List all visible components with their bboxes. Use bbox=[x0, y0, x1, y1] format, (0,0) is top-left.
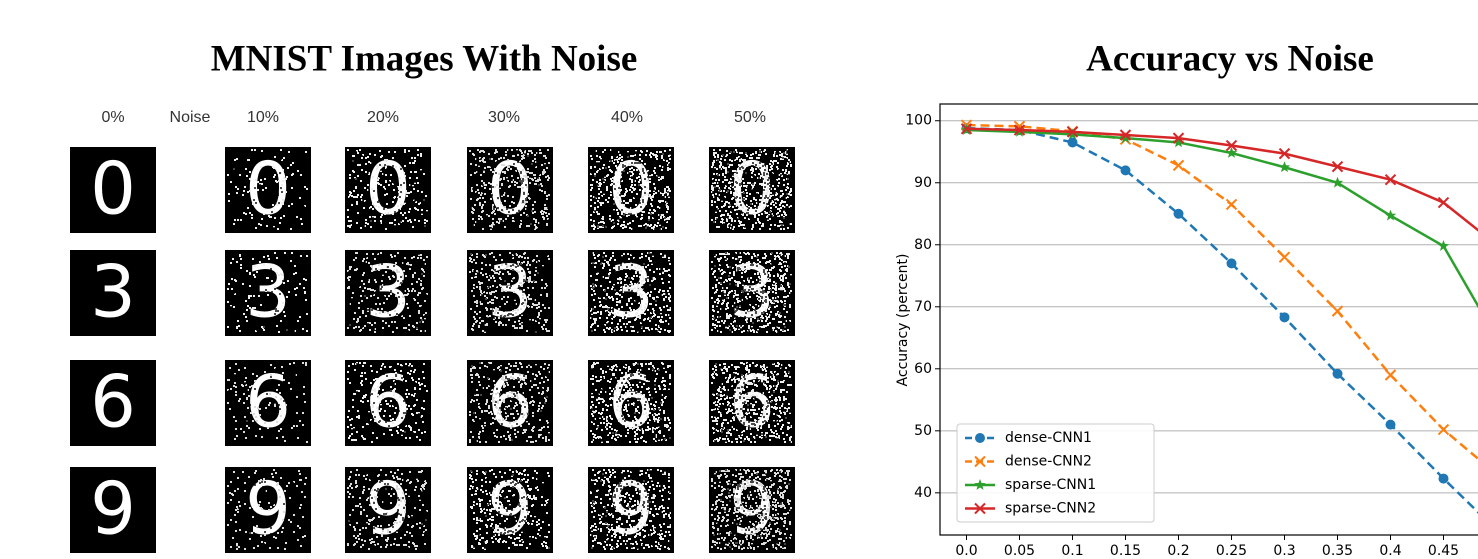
mnist-image: 3 bbox=[225, 250, 311, 336]
point bbox=[1227, 258, 1237, 268]
chart-title: Accuracy vs Noise bbox=[1086, 38, 1374, 79]
legend-label: dense-CNN2 bbox=[1005, 454, 1092, 470]
mnist-image: 9 bbox=[709, 467, 795, 553]
legend-label: dense-CNN1 bbox=[1005, 430, 1092, 446]
legend-label: sparse-CNN2 bbox=[1005, 501, 1096, 517]
point bbox=[1174, 160, 1184, 170]
column-label: 0% bbox=[101, 109, 124, 126]
point bbox=[1439, 474, 1449, 484]
mnist-image: 9 bbox=[467, 467, 553, 553]
mnist-image: 0 bbox=[70, 147, 156, 233]
mnist-image: 3 bbox=[345, 250, 431, 336]
mnist-image: 9 bbox=[70, 467, 156, 553]
point bbox=[1439, 425, 1449, 435]
mnist-image: 6 bbox=[709, 360, 795, 446]
column-label: 20% bbox=[367, 109, 399, 126]
y-tick-label: 90 bbox=[914, 175, 932, 191]
x-tick-label: 0.1 bbox=[1061, 543, 1083, 559]
y-tick-label: 60 bbox=[914, 361, 932, 377]
x-tick-label: 0.25 bbox=[1216, 543, 1247, 559]
x-tick-label: 0.0 bbox=[955, 543, 977, 559]
y-tick-label: 50 bbox=[914, 423, 932, 439]
mnist-image: 9 bbox=[225, 467, 311, 553]
figure: MNIST Images With Noise Accuracy vs Nois… bbox=[0, 0, 1478, 559]
x-tick-label: 0.45 bbox=[1428, 543, 1459, 559]
y-tick-label: 100 bbox=[905, 113, 932, 129]
mnist-image: 6 bbox=[225, 360, 311, 446]
x-tick-label: 0.35 bbox=[1322, 543, 1353, 559]
column-label: Noise bbox=[170, 109, 211, 126]
series-line bbox=[967, 129, 1478, 245]
x-tick-label: 0.4 bbox=[1379, 543, 1401, 559]
point bbox=[1333, 306, 1343, 316]
mnist-image: 0 bbox=[709, 147, 795, 233]
column-label: 40% bbox=[611, 109, 643, 126]
x-tick-label: 0.15 bbox=[1110, 543, 1141, 559]
mnist-image: 6 bbox=[70, 360, 156, 446]
legend: dense-CNN1 dense-CNN2 sparse-CNN1 sparse-CN… bbox=[957, 424, 1154, 522]
point bbox=[1333, 369, 1343, 379]
mnist-image: 0 bbox=[345, 147, 431, 233]
digit: 3 bbox=[90, 250, 136, 334]
y-tick-label: 70 bbox=[914, 299, 932, 315]
point bbox=[1174, 209, 1184, 219]
y-axis-label: Accuracy (percent) bbox=[895, 254, 911, 387]
mnist-image: 6 bbox=[345, 360, 431, 446]
point bbox=[1386, 420, 1396, 430]
legend-label: sparse-CNN1 bbox=[1005, 477, 1096, 493]
x-tick-label: 0.2 bbox=[1167, 543, 1189, 559]
point bbox=[1280, 252, 1290, 262]
y-tick-label: 80 bbox=[914, 237, 932, 253]
point bbox=[1068, 137, 1078, 147]
legend-marker bbox=[975, 433, 985, 443]
digit: 9 bbox=[90, 467, 136, 551]
column-label: 30% bbox=[488, 109, 520, 126]
mnist-image: 3 bbox=[70, 250, 156, 336]
point bbox=[1386, 370, 1396, 380]
column-label: 10% bbox=[247, 109, 279, 126]
point bbox=[1280, 312, 1290, 322]
point bbox=[1227, 199, 1237, 209]
mnist-image: 3 bbox=[588, 250, 674, 336]
point bbox=[1439, 198, 1449, 208]
mnist-image: 0 bbox=[467, 147, 553, 233]
point bbox=[1279, 161, 1290, 172]
point bbox=[1121, 165, 1131, 175]
digit: 6 bbox=[90, 360, 136, 444]
mnist-image: 3 bbox=[709, 250, 795, 336]
x-tick-label: 0.05 bbox=[1004, 543, 1035, 559]
panel-title: MNIST Images With Noise bbox=[211, 38, 638, 79]
series-line bbox=[967, 125, 1478, 474]
mnist-image: 6 bbox=[588, 360, 674, 446]
x-tick-label: 0.3 bbox=[1273, 543, 1295, 559]
mnist-image: 0 bbox=[588, 147, 674, 233]
mnist-image: 9 bbox=[588, 467, 674, 553]
column-label: 50% bbox=[734, 109, 766, 126]
mnist-image: 6 bbox=[467, 360, 553, 446]
point bbox=[1438, 240, 1449, 251]
mnist-image: 0 bbox=[225, 147, 311, 233]
digit: 3 bbox=[245, 250, 291, 334]
y-tick-label: 40 bbox=[914, 485, 932, 501]
mnist-image: 3 bbox=[467, 250, 553, 336]
digit: 0 bbox=[90, 147, 136, 231]
mnist-image: 9 bbox=[345, 467, 431, 553]
